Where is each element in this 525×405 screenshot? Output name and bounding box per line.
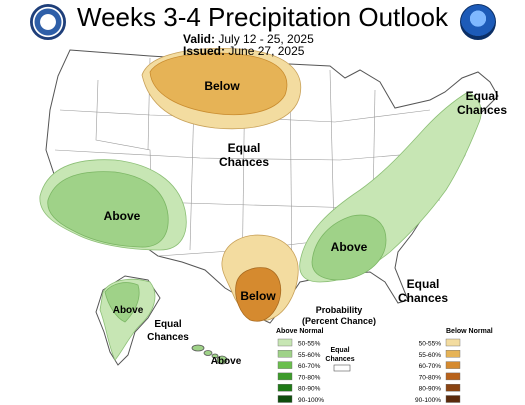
- legend-above-label-4: 80-90%: [298, 386, 321, 393]
- legend-equal-swatch: [333, 364, 351, 372]
- legend-below-label-0: 50-55%: [419, 341, 442, 348]
- legend-below-label-2: 60-70%: [419, 363, 442, 370]
- legend-below-title: Below Normal: [446, 328, 493, 335]
- issued-label: Issued:: [183, 44, 226, 58]
- legend-above-label-1: 55-60%: [298, 352, 321, 359]
- label-equal-se-1: Equal: [407, 277, 440, 291]
- legend-below-label-1: 55-60%: [419, 352, 442, 359]
- legend-below-swatch-4: [445, 384, 461, 392]
- issued-line: Issued: June 27, 2025: [183, 44, 304, 58]
- legend-above-label-3: 70-80%: [298, 374, 321, 381]
- legend-above-label-0: 50-55%: [298, 341, 321, 348]
- legend-above-swatch-0: [277, 338, 293, 347]
- label-equal-center-1: Equal: [228, 141, 261, 155]
- label-equal-ne-2: Chances: [457, 103, 507, 117]
- label-above-sw: Above: [104, 209, 141, 223]
- legend-above-items: 50-55% 55-60% 60-70% 70-80% 80-90% 90-100%: [277, 338, 324, 404]
- legend-equal-2: Chances: [325, 356, 354, 363]
- label-below-tx: Below: [240, 289, 276, 303]
- hawaii-outline: [191, 344, 228, 365]
- doc-seal-icon: [30, 4, 66, 40]
- legend-below-label-3: 70-80%: [419, 374, 442, 381]
- valid-value: July 12 - 25, 2025: [218, 32, 314, 46]
- legend-title-2: (Percent Chance): [302, 316, 376, 326]
- legend-below-label-5: 90-100%: [415, 397, 441, 404]
- page-title: Weeks 3-4 Precipitation Outlook: [77, 2, 448, 32]
- label-above-hi: Above: [211, 356, 242, 367]
- below-north-core: [149, 52, 288, 116]
- valid-label: Valid:: [183, 32, 216, 46]
- label-above-se: Above: [331, 240, 368, 254]
- label-below-north: Below: [204, 79, 240, 93]
- issued-value: June 27, 2025: [228, 44, 305, 58]
- label-equal-ak-1: Equal: [154, 319, 181, 330]
- label-equal-ak-2: Chances: [147, 332, 189, 343]
- legend-below-swatch-1: [445, 350, 461, 358]
- above-ak-core: [104, 282, 140, 323]
- legend-above-swatch-1: [277, 350, 293, 358]
- legend-above-swatch-3: [277, 372, 293, 381]
- label-above-ak: Above: [113, 305, 144, 316]
- above-se-core: [311, 214, 387, 281]
- legend-above-label-5: 90-100%: [298, 397, 324, 404]
- legend-below-swatch-2: [445, 361, 461, 369]
- valid-line: Valid: July 12 - 25, 2025: [183, 32, 314, 46]
- label-equal-center-2: Chances: [219, 155, 269, 169]
- legend-equal-1: Equal: [330, 347, 349, 354]
- noaa-logo-icon: [460, 4, 496, 40]
- above-sw-core: [47, 171, 169, 248]
- legend-above-swatch-2: [277, 361, 293, 369]
- legend-title-1: Probability: [316, 305, 363, 315]
- legend-below-swatch-5: [445, 395, 461, 403]
- below-tx-core: [235, 267, 282, 322]
- legend: Probability (Percent Chance) Above Norma…: [276, 305, 493, 404]
- legend-above-swatch-4: [277, 384, 293, 392]
- legend-above-label-2: 60-70%: [298, 363, 321, 370]
- label-equal-se-2: Chances: [398, 291, 448, 305]
- legend-above-swatch-5: [277, 395, 293, 403]
- legend-above-title: Above Normal: [276, 328, 324, 335]
- legend-below-swatch-0: [445, 338, 461, 347]
- legend-below-label-4: 80-90%: [419, 386, 442, 393]
- legend-below-items: 50-55% 55-60% 60-70% 70-80% 80-90% 90-100%: [415, 338, 461, 404]
- legend-below-swatch-3: [445, 372, 461, 381]
- label-equal-ne-1: Equal: [466, 89, 499, 103]
